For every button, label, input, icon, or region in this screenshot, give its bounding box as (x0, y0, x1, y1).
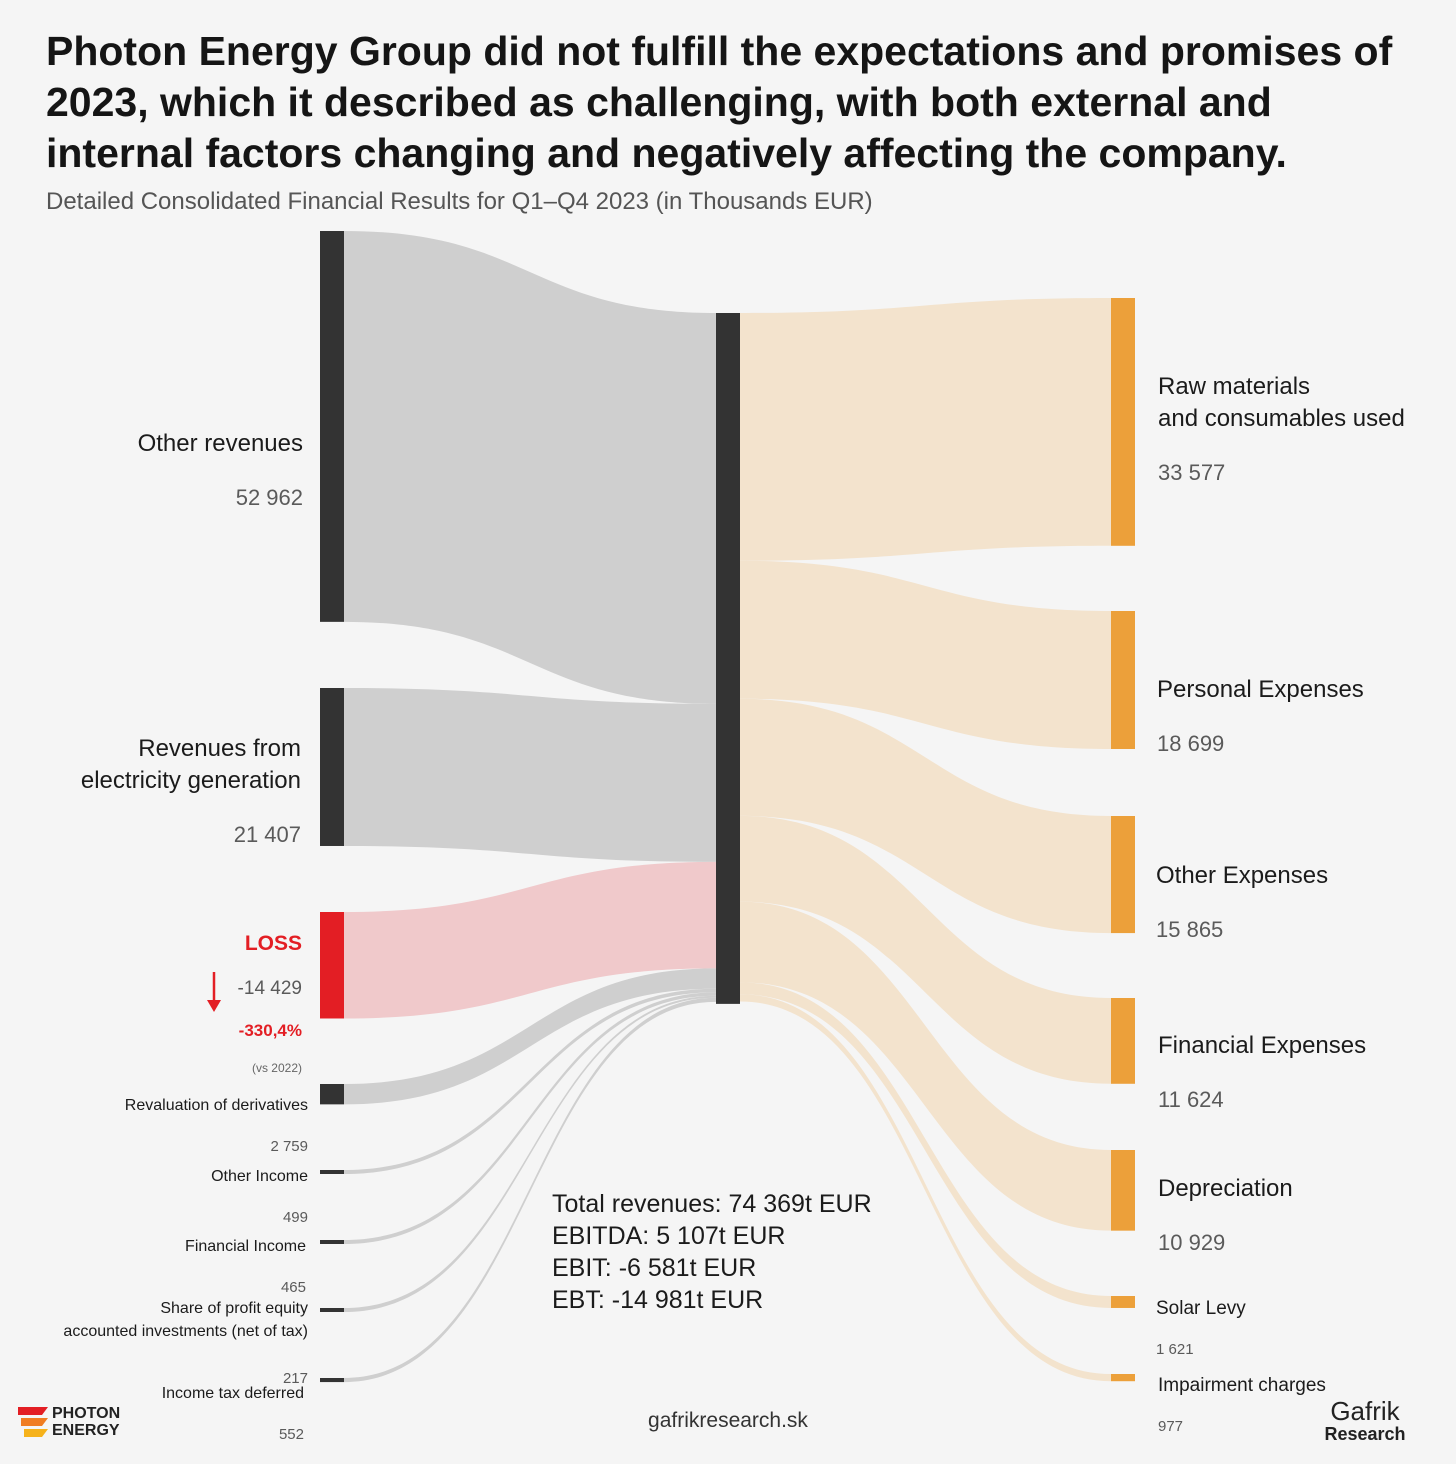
label-personal-name: Personal Expenses (1157, 676, 1364, 703)
label-financial-income: Financial Income 465 (185, 1217, 306, 1317)
flow-personal-expenses (740, 560, 1111, 749)
label-revaluation: Revaluation of derivatives 2 759 (125, 1076, 308, 1176)
node-share-of-profit-equity-accounted-investments-net-of-tax (320, 1308, 344, 1312)
summary-ebt: EBT: -14 981t EUR (552, 1286, 764, 1314)
gafrik-logo-line1: Gafrik (1330, 1396, 1400, 1426)
chart-subtitle: Detailed Consolidated Financial Results … (46, 188, 873, 215)
photon-logo-icon (18, 1407, 48, 1437)
label-raw-materials-value: 33 577 (1158, 460, 1226, 485)
label-revaluation-name: Revaluation of derivatives (124, 1097, 308, 1114)
label-other-revenues-name: Other revenues (137, 430, 303, 457)
label-raw-materials-name: Raw materials and consumables used (1158, 373, 1405, 432)
label-other-revenues: Other revenues 52 962 (138, 410, 303, 536)
label-loss-name: LOSS (244, 932, 302, 955)
website-link[interactable]: gafrikresearch.sk (648, 1409, 808, 1432)
label-impairment: Impairment charges 977 (1158, 1356, 1326, 1456)
label-electricity: Revenues from electricity generation 21 … (81, 715, 301, 873)
node-personal-expenses (1111, 611, 1135, 749)
node-revaluation-of-derivatives (320, 1084, 344, 1105)
label-income-tax-name: Income tax deferred (161, 1385, 304, 1402)
label-income-tax: Income tax deferred 552 (162, 1364, 304, 1464)
node-loss (320, 912, 344, 1019)
label-loss-change: -330,4% (238, 1021, 302, 1040)
gafrik-logo-line2: Research (1324, 1424, 1406, 1444)
label-electricity-value: 21 407 (233, 822, 301, 847)
node-total (716, 313, 740, 1004)
flow-financial-expenses (740, 815, 1111, 1084)
label-loss-value: -14 429 (237, 978, 302, 999)
flow-loss (344, 861, 716, 1019)
node-raw-materials-and-consumables-used (1111, 298, 1135, 546)
label-electricity-name: Revenues from electricity generation (80, 735, 301, 794)
flow-other-income (344, 988, 716, 1174)
label-other-income-name: Other Income (211, 1168, 308, 1185)
node-financial-expenses (1111, 998, 1135, 1084)
flow-raw-materials-and-consumables-used (740, 298, 1111, 561)
label-other-income: Other Income 499 (211, 1147, 308, 1247)
label-other-revenues-value: 52 962 (235, 485, 303, 510)
label-solar-levy-name: Solar Levy (1156, 1298, 1246, 1319)
flow-income-tax-deferred (344, 997, 716, 1383)
chart-title: Photon Energy Group did not fulfill the … (46, 28, 1393, 176)
node-solar-levy (1111, 1296, 1135, 1308)
label-share-profit: Share of profit equity accounted investm… (63, 1279, 308, 1408)
node-impairment-charges (1111, 1374, 1135, 1382)
node-depreciation (1111, 1150, 1135, 1231)
label-impairment-value: 977 (1158, 1418, 1184, 1435)
node-revenues-from-electricity-generation (320, 688, 344, 846)
label-financial-expenses-name: Financial Expenses (1158, 1032, 1367, 1059)
flow-depreciation (740, 901, 1111, 1231)
label-personal-value: 18 699 (1157, 731, 1225, 756)
summary-total-revenues: Total revenues: 74 369t EUR (552, 1190, 872, 1218)
label-depreciation-value: 10 929 (1158, 1230, 1226, 1255)
node-income-tax-deferred (320, 1378, 344, 1383)
label-impairment-name: Impairment charges (1158, 1375, 1326, 1396)
label-financial-income-value: 465 (280, 1279, 306, 1296)
label-loss: LOSS -14 429 -330,4% (vs 2022) (238, 912, 302, 1094)
label-financial-expenses-value: 11 624 (1158, 1087, 1224, 1112)
summary-box: Total revenues: 74 369t EUR EBITDA: 5 10… (552, 1188, 872, 1316)
flow-other-expenses (740, 698, 1111, 934)
label-other-expenses-value: 15 865 (1156, 917, 1224, 942)
flow-revaluation-of-derivatives (344, 968, 716, 1105)
summary-ebitda: EBITDA: 5 107t EUR (552, 1222, 786, 1250)
flow-other-revenues (344, 231, 716, 704)
gafrik-research-logo: Gafrik Research (1300, 1398, 1430, 1444)
flow-financial-income (344, 992, 716, 1244)
flow-revenues-from-electricity-generation (344, 688, 716, 862)
flow-share-of-profit-equity-accounted-investments-net-of-tax (344, 995, 716, 1312)
node-other-revenues (320, 231, 344, 622)
label-financial-income-name: Financial Income (185, 1238, 306, 1255)
node-other-income (320, 1170, 344, 1174)
label-solar-levy-value: 1 621 (1156, 1341, 1194, 1358)
label-depreciation-name: Depreciation (1158, 1175, 1293, 1202)
label-share-profit-name: Share of profit equity accounted investm… (63, 1300, 308, 1340)
node-other-expenses (1111, 816, 1135, 934)
label-other-expenses-name: Other Expenses (1156, 862, 1329, 889)
flow-impairment-charges (740, 994, 1111, 1382)
label-financial-expenses: Financial Expenses 11 624 (1158, 1012, 1366, 1138)
label-revaluation-value: 2 759 (270, 1138, 308, 1155)
label-raw-materials: Raw materials and consumables used 33 57… (1158, 353, 1405, 511)
down-arrow-icon (207, 972, 221, 1012)
label-solar-levy: Solar Levy 1 621 (1156, 1279, 1246, 1379)
label-personal: Personal Expenses 18 699 (1157, 656, 1364, 782)
label-depreciation: Depreciation 10 929 (1158, 1155, 1293, 1281)
label-loss-vs: (vs 2022) (251, 1061, 302, 1075)
photon-logo-text: PHOTON ENERGY (52, 1405, 121, 1439)
summary-ebit: EBIT: -6 581t EUR (552, 1254, 757, 1282)
flow-solar-levy (740, 982, 1111, 1308)
photon-energy-logo: PHOTON ENERGY (18, 1403, 138, 1443)
label-income-tax-value: 552 (278, 1426, 304, 1443)
node-financial-income (320, 1240, 344, 1244)
label-other-expenses: Other Expenses 15 865 (1156, 842, 1328, 968)
label-other-income-value: 499 (282, 1209, 308, 1226)
label-share-profit-value: 217 (282, 1370, 308, 1387)
